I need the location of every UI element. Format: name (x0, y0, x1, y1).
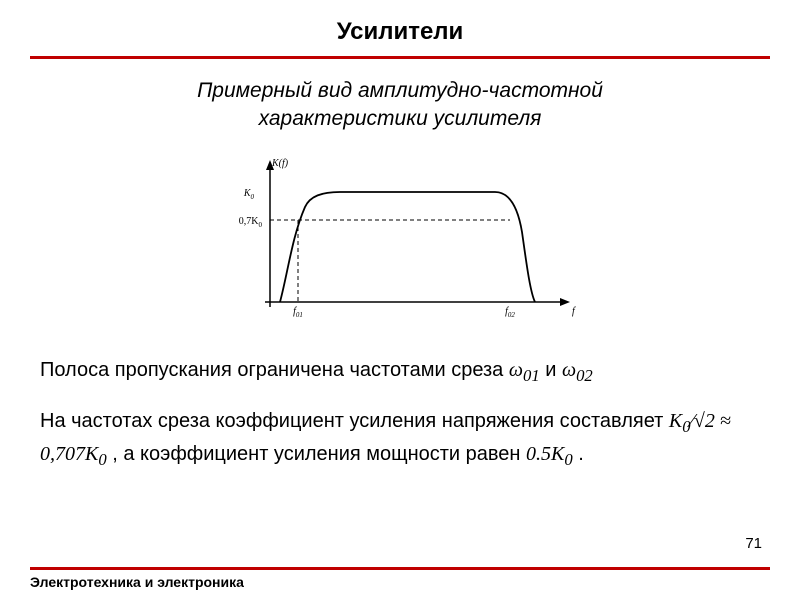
y-tick-k0: K0 (243, 188, 255, 201)
subtitle: Примерный вид амплитудно-частотной харак… (0, 59, 800, 144)
x-tick-f01: f01 (293, 306, 303, 319)
y-axis-label: K(f) (271, 158, 289, 169)
x-tick-f02: f02 (505, 306, 515, 319)
body-text: Полоса пропускания ограничена частотами … (0, 349, 800, 496)
paragraph-2: На частотах среза коэффициент усиления н… (40, 406, 760, 472)
footer-text: Электротехника и электроника (0, 570, 800, 590)
frequency-response-chart: K(f) K0 0,7K0 f01 f02 f (210, 152, 590, 337)
x-axis-label: f (572, 306, 576, 317)
chart-container: K(f) K0 0,7K0 f01 f02 f (0, 144, 800, 349)
footer: Электротехника и электроника (0, 567, 800, 590)
omega-02: ω02 (562, 359, 593, 381)
subtitle-line1: Примерный вид амплитудно-частотной (197, 79, 603, 102)
x-axis-arrow (560, 298, 570, 306)
formula-05k0: 0.5K0 (526, 443, 573, 465)
y-tick-07k0: 0,7K0 (239, 216, 263, 229)
page-number: 71 (745, 535, 762, 552)
response-curve (280, 192, 535, 302)
slide-title: Усилители (0, 0, 800, 56)
paragraph-1: Полоса пропускания ограничена частотами … (40, 355, 760, 388)
subtitle-line2: характеристики усилителя (259, 107, 542, 130)
omega-01: ω01 (509, 359, 540, 381)
